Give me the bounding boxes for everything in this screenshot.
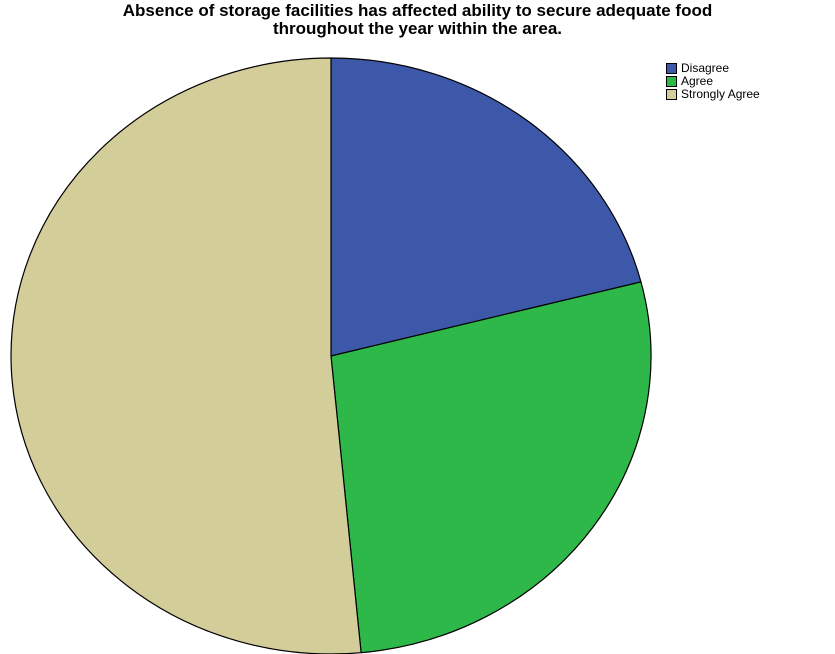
chart-title-line-2: throughout the year within the area. — [272, 19, 563, 38]
pie-slice-agree — [330, 281, 652, 654]
legend-swatch-strongly-agree — [666, 89, 677, 100]
pie-slices — [10, 57, 652, 654]
pie-slice-strongly-agree — [10, 57, 362, 654]
chart-title-line-1: Absence of storage facilities has affect… — [122, 1, 713, 20]
legend-swatch-agree — [666, 76, 677, 87]
legend-item-strongly-agree: Strongly Agree — [666, 88, 760, 101]
legend-item-agree: Agree — [666, 75, 760, 88]
legend-label-strongly-agree: Strongly Agree — [681, 87, 760, 101]
legend-label-agree: Agree — [681, 74, 714, 88]
pie-slice-disagree — [330, 57, 642, 357]
legend-item-disagree: Disagree — [666, 62, 760, 75]
legend-label-disagree: Disagree — [681, 61, 730, 75]
chart-title: Absence of storage facilities has affect… — [0, 2, 835, 38]
legend: Disagree Agree Strongly Agree — [666, 62, 760, 101]
legend-swatch-disagree — [666, 63, 677, 74]
